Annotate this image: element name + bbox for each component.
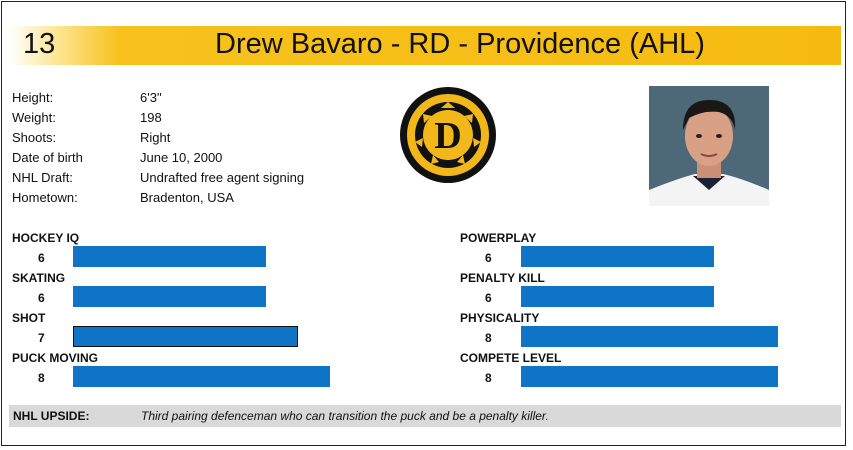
skill-label-physicality: PHYSICALITY (460, 311, 540, 325)
profile-row-shoots: Shoots: Right (12, 130, 412, 150)
skill-value-compete-level: 8 (485, 371, 492, 385)
nhl-upside-row: NHL UPSIDE: Third pairing defenceman who… (9, 405, 841, 427)
skill-value-physicality: 8 (485, 331, 492, 345)
skill-label-compete-level: COMPETE LEVEL (460, 351, 562, 365)
skill-value-hockey-iq: 6 (38, 251, 45, 265)
skill-bar-puck-moving (73, 366, 330, 387)
profile-value: Undrafted free agent signing (140, 170, 305, 185)
skill-label-penalty-kill: PENALTY KILL (460, 271, 545, 285)
player-headshot (649, 86, 769, 206)
profile-info: Height: 6'3" Weight: 198 Shoots: Right D… (12, 90, 412, 210)
profile-label: Hometown: (12, 190, 78, 205)
bruins-d-logo-icon: D (399, 86, 497, 184)
profile-row-hometown: Hometown: Bradenton, USA (12, 190, 412, 210)
profile-row-draft: NHL Draft: Undrafted free agent signing (12, 170, 412, 190)
skill-value-puck-moving: 8 (38, 371, 45, 385)
profile-value: Right (140, 130, 171, 145)
skill-value-penalty-kill: 6 (485, 291, 492, 305)
skill-label-puck-moving: PUCK MOVING (12, 351, 99, 365)
profile-value: 198 (140, 110, 162, 125)
profile-value: Bradenton, USA (140, 190, 234, 205)
skill-label-hockey-iq: HOCKEY IQ (12, 231, 80, 245)
skill-bar-hockey-iq (73, 246, 266, 267)
skill-bar-physicality (521, 326, 778, 347)
skill-bar-compete-level (521, 366, 778, 387)
skill-value-shot: 7 (38, 331, 45, 345)
skill-label-powerplay: POWERPLAY (460, 231, 537, 245)
profile-row-weight: Weight: 198 (12, 110, 412, 130)
skill-value-skating: 6 (38, 291, 45, 305)
profile-label: Height: (12, 90, 54, 105)
profile-label: Shoots: (12, 130, 57, 145)
header-banner: 13 Drew Bavaro - RD - Providence (AHL) (9, 26, 841, 65)
player-title: Drew Bavaro - RD - Providence (AHL) (215, 28, 705, 60)
profile-row-height: Height: 6'3" (12, 90, 412, 110)
skill-bar-penalty-kill (521, 286, 714, 307)
logo-letter: D (434, 115, 461, 157)
skill-bar-shot (73, 326, 298, 347)
skill-bar-powerplay (521, 246, 714, 267)
profile-value: June 10, 2000 (140, 150, 223, 165)
skill-label-shot: SHOT (12, 311, 46, 325)
upside-label: NHL UPSIDE: (13, 409, 90, 423)
profile-label: Date of birth (12, 150, 83, 165)
skill-value-powerplay: 6 (485, 251, 492, 265)
upside-text: Third pairing defenceman who can transit… (141, 409, 549, 423)
player-number: 13 (23, 28, 56, 60)
profile-value: 6'3" (140, 90, 162, 105)
profile-label: NHL Draft: (12, 170, 73, 185)
profile-label: Weight: (12, 110, 56, 125)
skill-bar-skating (73, 286, 266, 307)
skill-label-skating: SKATING (12, 271, 66, 285)
profile-row-dob: Date of birth June 10, 2000 (12, 150, 412, 170)
